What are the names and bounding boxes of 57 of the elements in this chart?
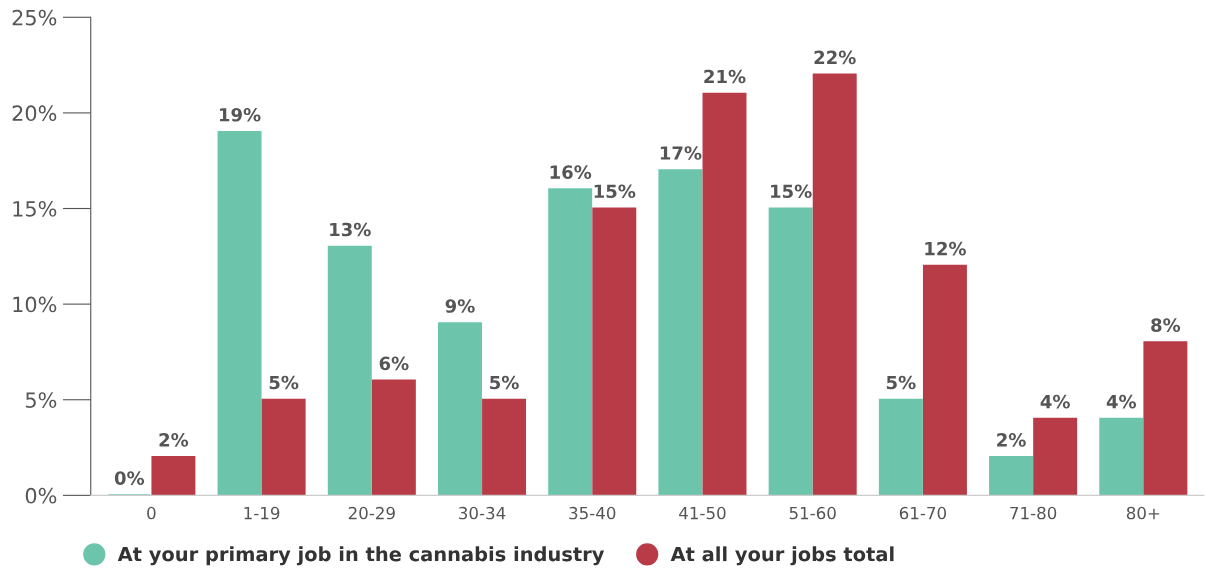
data-label: 6%: [379, 356, 409, 371]
bar: [261, 398, 306, 496]
bar: [592, 207, 637, 496]
x-tick-label: 35-40: [569, 506, 616, 520]
data-label: 2%: [159, 433, 189, 447]
data-label: 12%: [925, 241, 966, 256]
bar: [1033, 417, 1078, 496]
bar: [768, 207, 813, 496]
legend-label: At all your jobs total: [670, 546, 894, 566]
bar: [327, 245, 372, 496]
bar: [548, 188, 593, 496]
bar: [812, 73, 857, 496]
bar: [482, 398, 527, 496]
data-label: 9%: [445, 299, 475, 313]
data-label: 8%: [1151, 318, 1181, 332]
data-label: 5%: [886, 375, 916, 390]
bar: [922, 264, 967, 496]
data-label: 0%: [114, 471, 145, 485]
x-tick-label: 51-60: [789, 506, 836, 520]
x-tick-label: 0: [147, 506, 156, 520]
data-label: 15%: [771, 184, 812, 199]
bar: [702, 92, 747, 496]
data-label: 2%: [997, 433, 1026, 447]
bar: [1143, 341, 1188, 496]
data-label: 21%: [704, 69, 746, 84]
data-label: 17%: [660, 146, 702, 160]
y-tick-label: 0%: [25, 487, 57, 504]
y-tick-label: 25%: [12, 9, 57, 26]
bar: [989, 456, 1034, 496]
data-label: 5%: [490, 375, 519, 390]
x-tick-label: 1-19: [244, 506, 280, 520]
data-label: 4%: [1040, 394, 1070, 409]
data-label: 13%: [330, 222, 371, 237]
bar: [878, 398, 923, 496]
x-tick-label: 61-70: [899, 506, 946, 520]
x-tick-label: 20-29: [348, 506, 395, 520]
data-label: 15%: [594, 184, 636, 199]
x-tick-label: 30-34: [459, 506, 506, 520]
data-label: 5%: [269, 375, 299, 390]
legend-label: At your primary job in the cannabis industry: [117, 546, 605, 566]
data-label: 19%: [219, 107, 261, 122]
y-tick-label: 5%: [25, 392, 57, 408]
bar: [658, 169, 703, 496]
bar: [1099, 417, 1144, 496]
x-tick-label: 80+: [1126, 506, 1160, 520]
x-tick-label: 71-80: [1010, 506, 1057, 520]
bar: [151, 456, 196, 496]
y-tick-label: 20%: [12, 105, 57, 122]
data-label: 4%: [1106, 394, 1137, 409]
y-tick-label: 15%: [13, 200, 57, 217]
data-label: 16%: [550, 165, 592, 179]
bar: [217, 130, 262, 496]
data-label: 22%: [814, 50, 856, 65]
bar: [371, 379, 416, 496]
bar: [438, 322, 482, 496]
y-tick-label: 10%: [13, 296, 57, 313]
x-tick-label: 41-50: [679, 506, 726, 520]
